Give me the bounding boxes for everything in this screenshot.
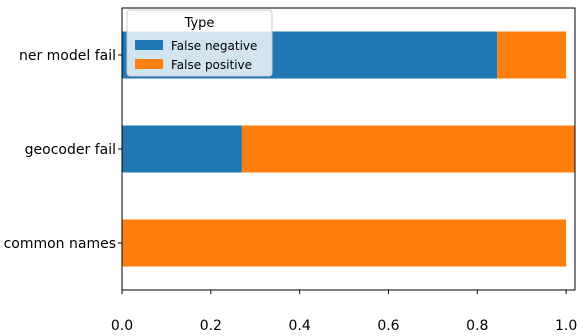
x-tick-label: 1.0 bbox=[555, 318, 577, 334]
x-tick-label: 0.0 bbox=[111, 318, 133, 334]
bar-false-negative-geocoder-fail bbox=[122, 125, 242, 173]
x-tick-label: 0.6 bbox=[377, 318, 399, 334]
legend-label: False negative bbox=[171, 39, 257, 53]
x-axis: 0.0 0.2 0.4 0.6 0.8 1.0 bbox=[111, 290, 577, 334]
bar-false-positive-ner-model-fail bbox=[497, 31, 567, 79]
y-axis: common names geocoder fail ner model fail bbox=[4, 48, 122, 252]
legend-box bbox=[126, 9, 273, 77]
legend: Type False negative False positive bbox=[126, 9, 273, 77]
legend-swatch bbox=[135, 59, 163, 69]
x-tick-label: 0.2 bbox=[200, 318, 222, 334]
bar-false-positive-common-names bbox=[122, 219, 567, 267]
legend-swatch bbox=[135, 40, 163, 50]
y-tick-label: ner model fail bbox=[19, 48, 116, 64]
legend-title: Type bbox=[184, 16, 215, 31]
y-tick-label: common names bbox=[4, 236, 116, 252]
x-tick-label: 0.4 bbox=[289, 318, 311, 334]
bar-false-positive-geocoder-fail bbox=[241, 125, 576, 173]
y-tick-label: geocoder fail bbox=[25, 142, 116, 158]
legend-label: False positive bbox=[171, 58, 252, 72]
legend-items: False negative False positive bbox=[135, 39, 257, 72]
x-tick-label: 0.8 bbox=[466, 318, 488, 334]
